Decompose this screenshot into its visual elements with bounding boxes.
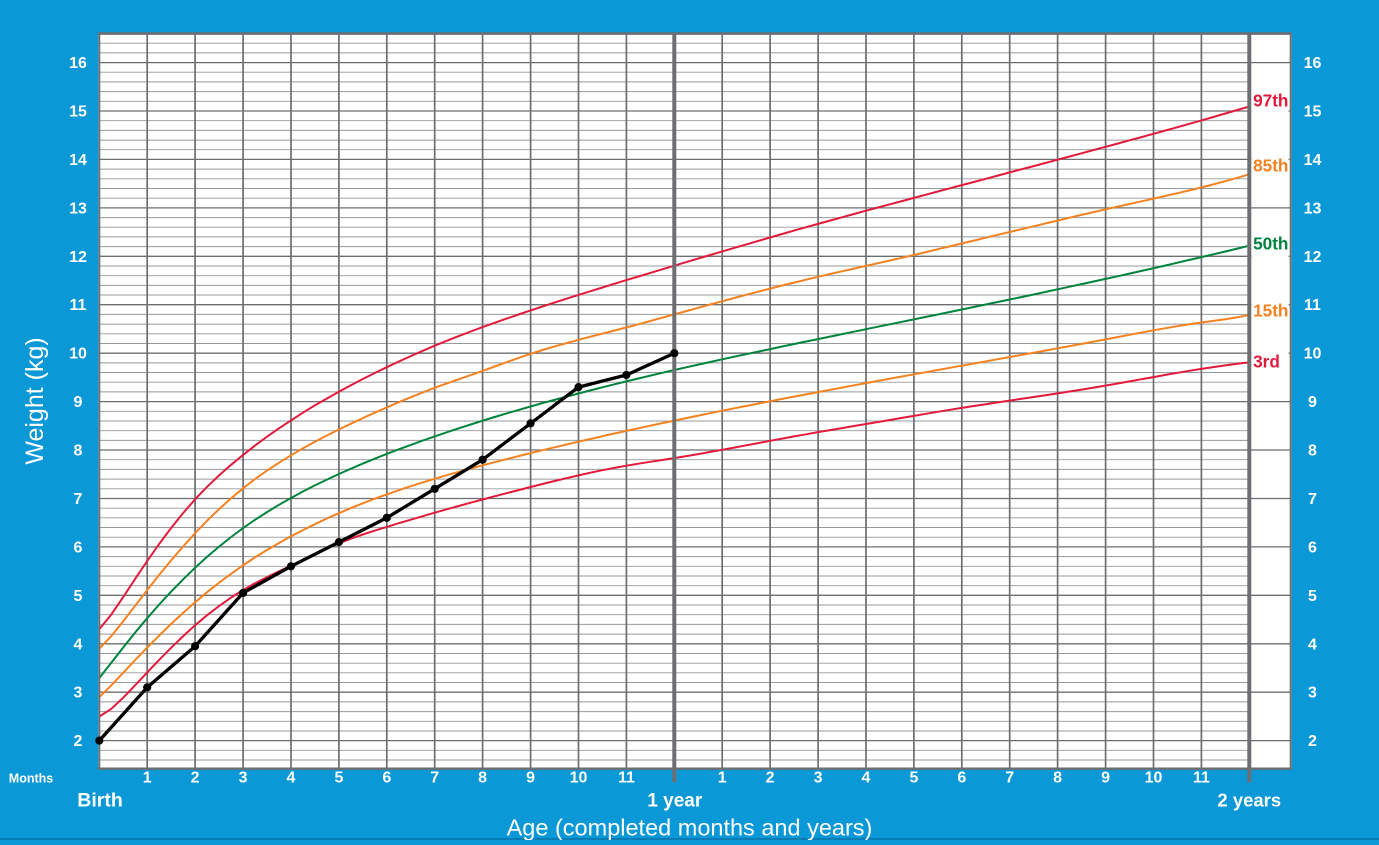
svg-text:50th: 50th [1253, 234, 1288, 254]
svg-text:12: 12 [69, 249, 87, 266]
svg-text:7: 7 [74, 491, 83, 508]
svg-text:8: 8 [1308, 443, 1317, 460]
svg-text:7: 7 [1005, 770, 1014, 787]
svg-text:11: 11 [1193, 770, 1210, 787]
svg-text:15: 15 [1304, 104, 1322, 121]
svg-text:2: 2 [766, 770, 775, 787]
svg-text:2 years: 2 years [1217, 790, 1281, 811]
svg-text:3rd: 3rd [1253, 352, 1280, 372]
svg-text:Birth: Birth [77, 790, 123, 812]
svg-text:6: 6 [382, 770, 391, 787]
svg-text:5: 5 [334, 770, 343, 787]
svg-text:13: 13 [69, 200, 87, 217]
svg-text:8: 8 [1053, 770, 1062, 787]
svg-text:14: 14 [1304, 152, 1322, 169]
svg-text:5: 5 [1308, 588, 1317, 605]
svg-text:1: 1 [143, 770, 152, 787]
svg-text:1 year: 1 year [647, 791, 703, 812]
svg-text:3: 3 [239, 770, 248, 787]
svg-text:11: 11 [618, 770, 635, 787]
svg-text:13: 13 [1304, 200, 1322, 217]
svg-text:11: 11 [70, 297, 87, 314]
svg-text:4: 4 [1308, 636, 1317, 653]
svg-text:5: 5 [909, 770, 918, 787]
svg-text:8: 8 [478, 770, 487, 787]
svg-text:16: 16 [69, 55, 87, 72]
svg-text:Weight (kg): Weight (kg) [21, 337, 49, 464]
svg-text:4: 4 [74, 636, 83, 653]
svg-text:9: 9 [74, 394, 83, 411]
svg-text:14: 14 [69, 152, 87, 169]
svg-text:10: 10 [1145, 770, 1163, 787]
svg-text:9: 9 [526, 770, 535, 787]
svg-text:10: 10 [570, 770, 588, 787]
svg-text:10: 10 [1304, 346, 1322, 363]
svg-text:7: 7 [1308, 491, 1317, 508]
svg-text:Months: Months [9, 772, 53, 786]
svg-text:6: 6 [1308, 539, 1317, 556]
svg-text:6: 6 [74, 539, 83, 556]
svg-text:97th: 97th [1253, 91, 1288, 111]
svg-text:5: 5 [74, 588, 83, 605]
svg-text:3: 3 [74, 685, 83, 702]
svg-text:1: 1 [718, 770, 727, 787]
svg-text:4: 4 [862, 770, 871, 787]
svg-text:9: 9 [1101, 770, 1110, 787]
svg-text:4: 4 [287, 770, 296, 787]
svg-text:3: 3 [814, 770, 823, 787]
svg-text:11: 11 [1304, 297, 1321, 314]
svg-text:10: 10 [69, 346, 87, 363]
svg-text:9: 9 [1308, 394, 1317, 411]
svg-text:15th: 15th [1253, 301, 1288, 321]
svg-text:2: 2 [74, 733, 83, 750]
svg-text:6: 6 [957, 770, 966, 787]
svg-text:3: 3 [1308, 685, 1317, 702]
svg-text:12: 12 [1304, 249, 1322, 266]
svg-text:15: 15 [69, 104, 87, 121]
svg-text:2: 2 [191, 770, 200, 787]
svg-text:7: 7 [430, 770, 439, 787]
svg-text:16: 16 [1304, 55, 1322, 72]
svg-text:2: 2 [1308, 733, 1317, 750]
svg-text:8: 8 [74, 443, 83, 460]
svg-text:Age (completed months and year: Age (completed months and years) [507, 815, 873, 841]
svg-text:85th: 85th [1253, 156, 1288, 176]
